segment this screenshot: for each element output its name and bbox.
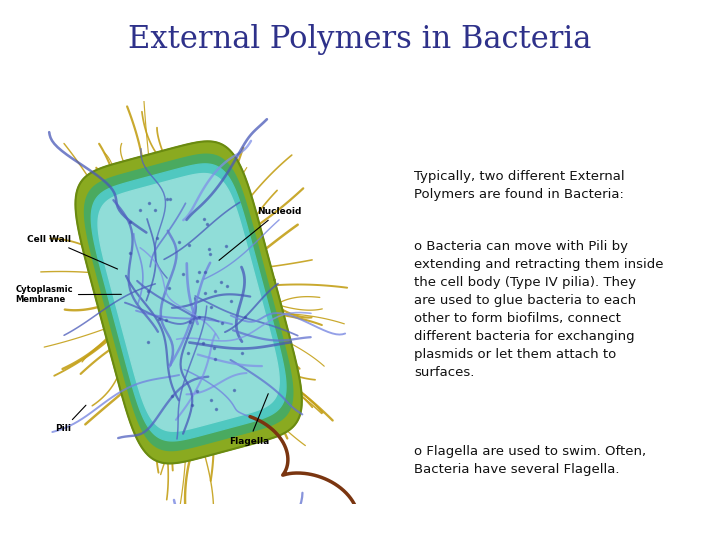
Text: o Bacteria can move with Pili by
extending and retracting them inside
the cell b: o Bacteria can move with Pili by extendi… [414,240,664,379]
Text: Nucleoid: Nucleoid [219,207,302,260]
Text: External Polymers in Bacteria: External Polymers in Bacteria [128,24,592,55]
Text: Pili: Pili [55,405,86,434]
Text: Flagella: Flagella [229,394,269,445]
Polygon shape [91,164,286,441]
Text: o Flagella are used to swim. Often,
Bacteria have several Flagella.: o Flagella are used to swim. Often, Bact… [414,446,646,476]
Text: Typically, two different External
Polymers are found in Bacteria:: Typically, two different External Polyme… [414,170,625,201]
Text: Cell Wall: Cell Wall [27,235,117,269]
Polygon shape [84,154,293,450]
Text: Cytoplasmic
Membrane: Cytoplasmic Membrane [15,285,122,305]
Polygon shape [98,173,279,431]
Polygon shape [76,141,302,463]
